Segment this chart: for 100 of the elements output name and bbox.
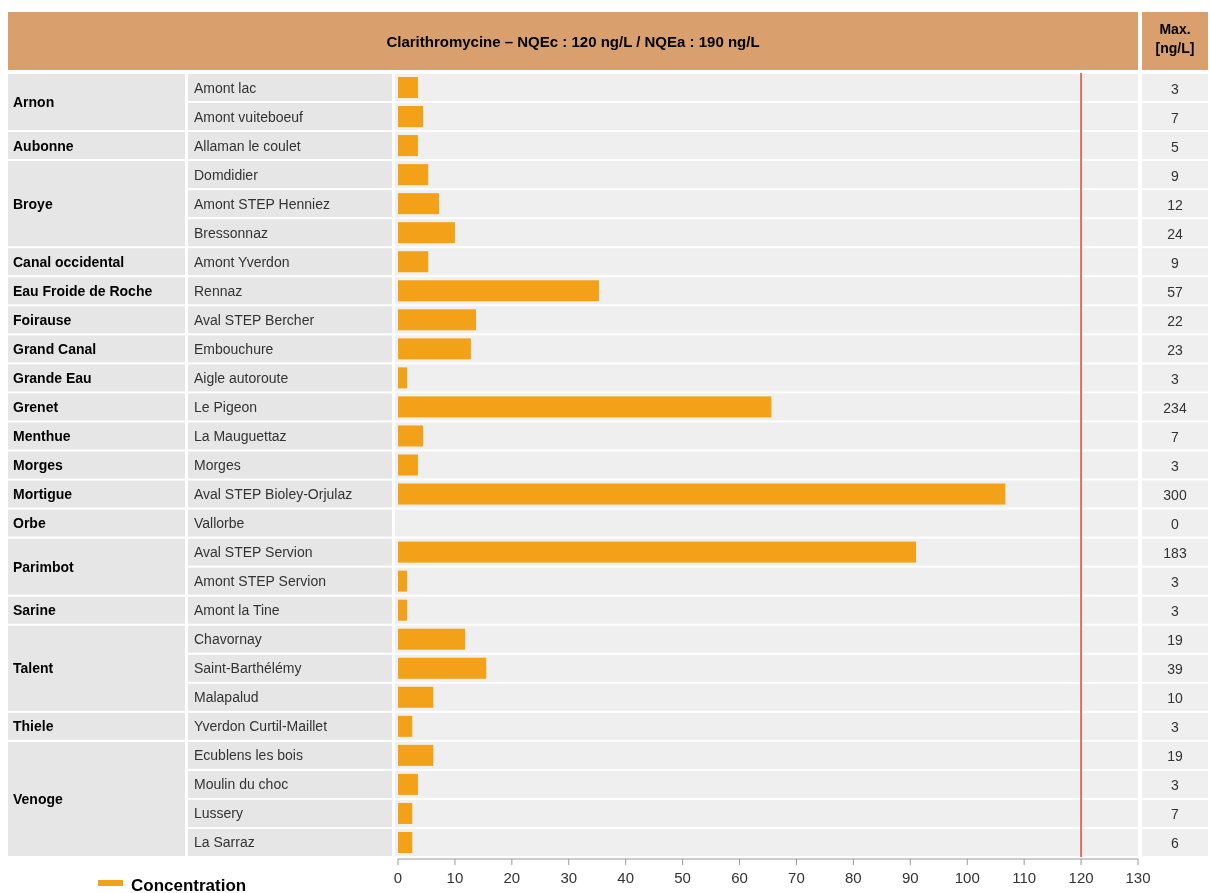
text: 7: [1171, 806, 1180, 823]
x-tick-label: 50: [674, 869, 691, 886]
y-tick-label: Amont vuiteboeuf: [194, 108, 304, 125]
y-tick-label: Amont STEP Henniez: [194, 195, 330, 212]
y-tick-label: La Mauguettaz: [194, 427, 287, 444]
x-tick-label: 110: [1012, 869, 1037, 886]
text: 0: [1171, 516, 1180, 533]
legend-label: Concentration: [131, 876, 247, 893]
y-tick-label: Aigle autoroute: [194, 369, 289, 386]
text: Canal occidental: [13, 253, 125, 270]
x-tick-label: 30: [560, 869, 578, 886]
y-tick-label: Amont lac: [194, 79, 257, 96]
y-tick-label: Le Pigeon: [194, 398, 258, 415]
x-tick-label: 60: [731, 869, 748, 886]
text: 57: [1167, 283, 1183, 300]
y-tick-label: Malapalud: [194, 689, 259, 706]
x-tick-label: 130: [1125, 869, 1151, 886]
text: Orbe: [13, 515, 46, 532]
bar: [398, 599, 408, 621]
y-tick-label: Rennaz: [194, 282, 243, 299]
y-tick-label: Lussery: [194, 805, 244, 822]
bar: [398, 367, 408, 389]
text: Parimbot: [13, 558, 75, 575]
bar: [398, 802, 413, 824]
x-tick-label: 120: [1068, 869, 1094, 886]
text: Venoge: [13, 790, 64, 807]
text: 3: [1171, 603, 1180, 620]
text: Arnon: [13, 94, 55, 111]
text: 3: [1171, 370, 1180, 387]
text: 39: [1167, 661, 1183, 678]
x-tick-label: 70: [788, 869, 805, 886]
bar: [398, 135, 418, 157]
text: 7: [1171, 109, 1180, 126]
text: Mortigue: [13, 486, 73, 503]
y-tick-label: Aval STEP Servion: [194, 544, 313, 561]
text: Sarine: [13, 602, 57, 619]
text: 300: [1163, 487, 1187, 504]
bar: [398, 251, 429, 273]
text: Talent: [13, 660, 54, 677]
text: Grand Canal: [13, 340, 97, 357]
text: 23: [1167, 341, 1183, 358]
bar: [398, 77, 418, 99]
bar: [398, 744, 434, 766]
bar: [398, 280, 599, 302]
text: 3: [1171, 458, 1180, 474]
x-tick-label: 100: [954, 869, 980, 886]
bar: [398, 338, 471, 360]
text: 5: [1171, 138, 1180, 155]
text: 24: [1167, 225, 1183, 242]
x-tick-label: 40: [617, 869, 635, 886]
text: Broye: [13, 195, 53, 212]
text: Grande Eau: [13, 369, 92, 386]
text: Grenet: [13, 398, 59, 415]
x-tick-label: 0: [393, 869, 403, 886]
bar: [398, 222, 455, 244]
y-tick-label: Aval STEP Bercher: [194, 311, 315, 328]
text: 6: [1171, 835, 1180, 852]
y-tick-label: Morges: [194, 457, 241, 473]
x-tick-label: 90: [901, 869, 919, 886]
bar: [398, 773, 418, 795]
y-tick-label: Moulin du choc: [194, 776, 289, 793]
text: 19: [1167, 632, 1183, 649]
bar: [398, 831, 413, 853]
bar: [398, 628, 466, 650]
y-tick-label: Amont STEP Servion: [194, 573, 327, 590]
text: Eau Froide de Roche: [13, 282, 153, 299]
text: 10: [1167, 690, 1183, 707]
y-tick-label: Domdidier: [194, 166, 259, 183]
bar: [398, 106, 424, 128]
text: 12: [1167, 196, 1183, 213]
y-tick-label: La Sarraz: [194, 834, 255, 851]
text: Morges: [13, 457, 63, 473]
y-tick-label: Amont Yverdon: [194, 253, 290, 270]
text: 9: [1171, 167, 1180, 184]
x-tick-label: 80: [845, 869, 862, 886]
text: Foirause: [13, 311, 72, 328]
y-tick-label: Aval STEP Bioley-Orjulaz: [194, 486, 353, 503]
bar: [398, 425, 424, 447]
text: 7: [1171, 428, 1180, 445]
y-tick-label: Chavornay: [194, 631, 262, 648]
text: 234: [1163, 399, 1187, 416]
bar: [398, 454, 418, 476]
bar: [398, 657, 487, 679]
text: 9: [1171, 254, 1180, 271]
y-tick-label: Vallorbe: [194, 515, 245, 532]
text: Thiele: [13, 718, 54, 735]
bar: [398, 164, 429, 186]
text: 3: [1171, 719, 1180, 736]
bar: [398, 193, 439, 215]
y-tick-label: Yverdon Curtil-Maillet: [194, 718, 328, 735]
text: 3: [1171, 80, 1180, 97]
bar: [398, 686, 434, 708]
y-tick-label: Embouchure: [194, 340, 274, 357]
bar: [398, 309, 476, 331]
text: 3: [1171, 777, 1180, 794]
y-tick-label: Bressonnaz: [194, 224, 268, 241]
y-tick-label: Allaman le coulet: [194, 137, 301, 154]
x-tick-label: 10: [446, 869, 464, 886]
text: 3: [1171, 574, 1180, 591]
y-tick-label: Amont la Tine: [194, 602, 280, 619]
